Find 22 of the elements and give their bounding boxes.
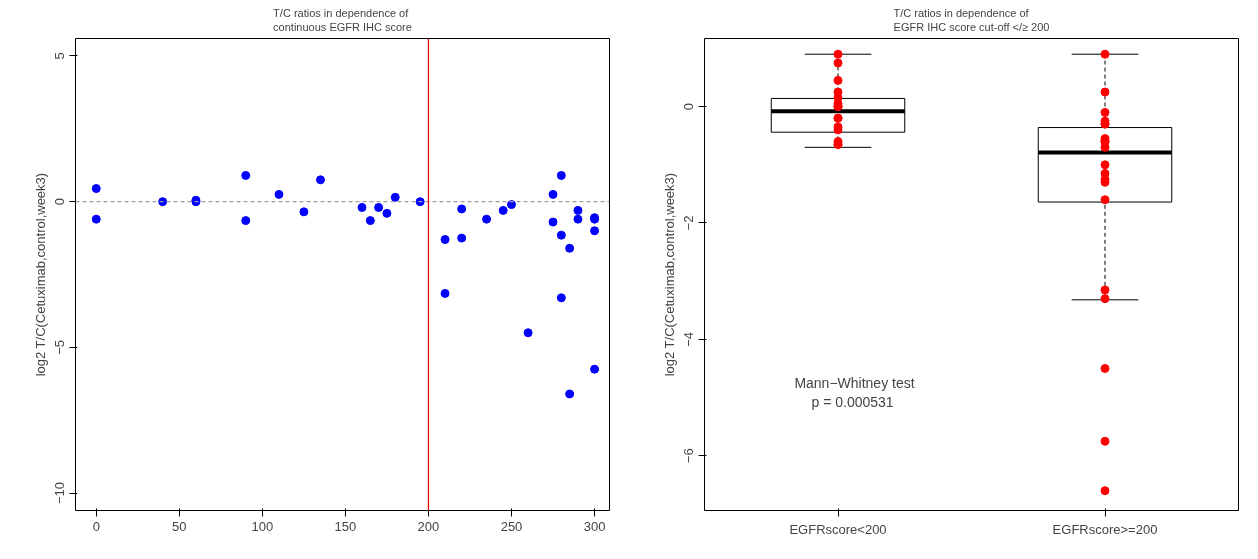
chart-title: T/C ratios in dependence of continuous EGFR IHC score	[273, 7, 412, 34]
x-tick-label: EGFRscore>=200	[1052, 521, 1158, 537]
y-tick-label: 0	[681, 102, 697, 111]
y-tick-label: −10	[52, 481, 68, 505]
y-axis-title: log2 T/C(Cetuximab,control,week3)	[661, 172, 677, 377]
y-tick-label: −2	[681, 215, 697, 231]
x-tick-label: 100	[251, 518, 274, 534]
y-tick-label: −4	[681, 331, 697, 347]
y-tick-label: 5	[52, 52, 68, 60]
x-tick-label: 50	[172, 518, 187, 534]
y-axis-title: log2 T/C(Cetuximab,control,week3)	[32, 172, 48, 377]
y-tick-label: 0	[52, 198, 68, 206]
x-tick-label: 250	[500, 518, 523, 534]
x-tick-label: 300	[583, 518, 606, 534]
chart-title: T/C ratios in dependence of EGFR IHC score cut-off </≥ 200	[893, 7, 1050, 34]
x-tick-label: 0	[92, 518, 100, 534]
x-tick-label: 200	[417, 518, 440, 534]
x-tick-label: EGFRscore<200	[789, 521, 887, 537]
annotation: Mann−Whitney test p = 0.000531	[794, 374, 915, 410]
y-tick-label: −6	[681, 448, 697, 464]
x-tick-label: 150	[334, 518, 357, 534]
y-tick-label: −5	[52, 339, 68, 355]
